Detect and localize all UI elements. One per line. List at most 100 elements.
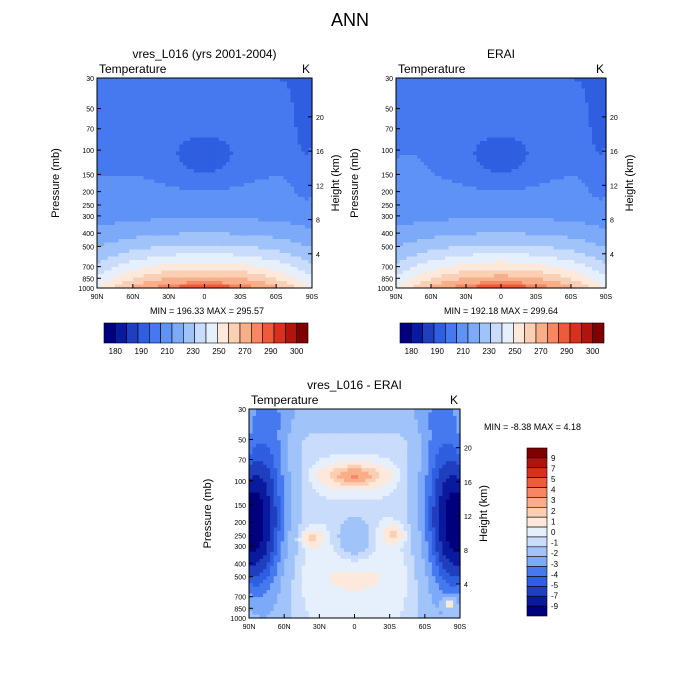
- contour-cell: [179, 165, 184, 170]
- contour-cell: [100, 270, 105, 275]
- contour-cell: [226, 106, 231, 111]
- contour-cell: [413, 127, 418, 132]
- contour-cell: [290, 228, 295, 233]
- contour-cell: [251, 123, 256, 128]
- contour-cell: [179, 242, 184, 247]
- contour-cell: [550, 144, 555, 149]
- y-tick-label: 30: [86, 76, 94, 83]
- contour-cell: [308, 274, 313, 279]
- contour-cell: [515, 109, 520, 114]
- contour-cell: [157, 151, 163, 156]
- contour-cell: [132, 81, 138, 86]
- contour-cell: [487, 123, 492, 128]
- contour-cell: [308, 249, 313, 254]
- contour-cell: [283, 270, 288, 275]
- contour-cell: [539, 102, 544, 107]
- contour-cell: [100, 267, 105, 272]
- contour-cell: [147, 130, 152, 135]
- contour-cell: [229, 197, 234, 202]
- contour-cell: [240, 134, 245, 139]
- contour-cell: [215, 109, 220, 114]
- contour-cell: [193, 123, 198, 128]
- contour-cell: [283, 155, 288, 160]
- contour-cell: [413, 81, 418, 86]
- contour-cell: [304, 281, 310, 286]
- contour-cell: [297, 284, 302, 289]
- contour-cell: [297, 88, 302, 93]
- contour-cell: [564, 123, 569, 128]
- contour-cell: [261, 141, 267, 146]
- contour-cell: [508, 141, 513, 146]
- contour-cell: [200, 158, 206, 163]
- contour-cell: [125, 141, 130, 146]
- contour-cell: [459, 99, 464, 104]
- contour-cell: [240, 81, 245, 86]
- contour-cell: [233, 172, 238, 177]
- contour-cell: [279, 109, 284, 114]
- contour-cell: [494, 106, 499, 111]
- contour-cell: [157, 253, 163, 258]
- contour-cell: [588, 127, 593, 132]
- contour-cell: [222, 249, 227, 254]
- contour-cell: [129, 106, 134, 111]
- contour-cell: [279, 102, 284, 107]
- contour-cell: [297, 81, 302, 86]
- contour-cell: [147, 284, 152, 289]
- contour-cell: [226, 242, 231, 247]
- contour-cell: [592, 78, 597, 83]
- contour-cell: [511, 151, 516, 156]
- contour-cell: [297, 221, 302, 226]
- contour-cell: [140, 155, 145, 160]
- contour-cell: [197, 197, 202, 202]
- contour-cell: [107, 92, 112, 97]
- contour-cell: [172, 193, 177, 198]
- contour-cell: [441, 123, 446, 128]
- contour-cell: [487, 85, 492, 90]
- contour-cell: [529, 134, 534, 139]
- contour-cell: [466, 106, 471, 111]
- contour-cell: [193, 172, 198, 177]
- contour-cell: [304, 263, 310, 268]
- contour-cell: [431, 144, 436, 149]
- contour-cell: [240, 263, 245, 268]
- contour-cell: [438, 92, 443, 97]
- contour-cell: [308, 228, 313, 233]
- contour-cell: [183, 242, 188, 247]
- contour-cell: [536, 120, 541, 125]
- contour-cell: [261, 127, 267, 132]
- contour-cell: [233, 242, 238, 247]
- contour-cell: [136, 106, 141, 111]
- contour-cell: [297, 106, 302, 111]
- contour-cell: [183, 99, 188, 104]
- contour-cell: [97, 134, 102, 139]
- contour-cell: [154, 169, 159, 174]
- contour-cell: [104, 235, 109, 240]
- contour-cell: [265, 120, 270, 125]
- contour-cell: [251, 116, 256, 121]
- contour-cell: [236, 123, 241, 128]
- contour-cell: [97, 225, 102, 230]
- contour-cell: [301, 204, 306, 209]
- contour-cell: [150, 197, 155, 202]
- contour-cell: [197, 109, 202, 114]
- contour-cell: [208, 88, 213, 93]
- contour-cell: [251, 186, 256, 191]
- contour-cell: [104, 109, 109, 114]
- colorbar-swatch: [205, 322, 218, 344]
- contour-cell: [204, 127, 209, 132]
- contour-cell: [546, 151, 551, 156]
- contour-cell: [455, 106, 460, 111]
- contour-cell: [100, 151, 105, 156]
- contour-cell: [179, 158, 184, 163]
- contour-cell: [258, 211, 263, 216]
- contour-cell: [208, 134, 213, 139]
- contour-cell: [97, 249, 102, 254]
- contour-cell: [254, 134, 259, 139]
- contour-cell: [118, 113, 123, 118]
- contour-cell: [243, 99, 249, 104]
- contour-cell: [243, 183, 249, 188]
- contour-cell: [157, 123, 163, 128]
- contour-cell: [179, 151, 184, 156]
- contour-cell: [197, 116, 202, 121]
- contour-cell: [301, 148, 306, 153]
